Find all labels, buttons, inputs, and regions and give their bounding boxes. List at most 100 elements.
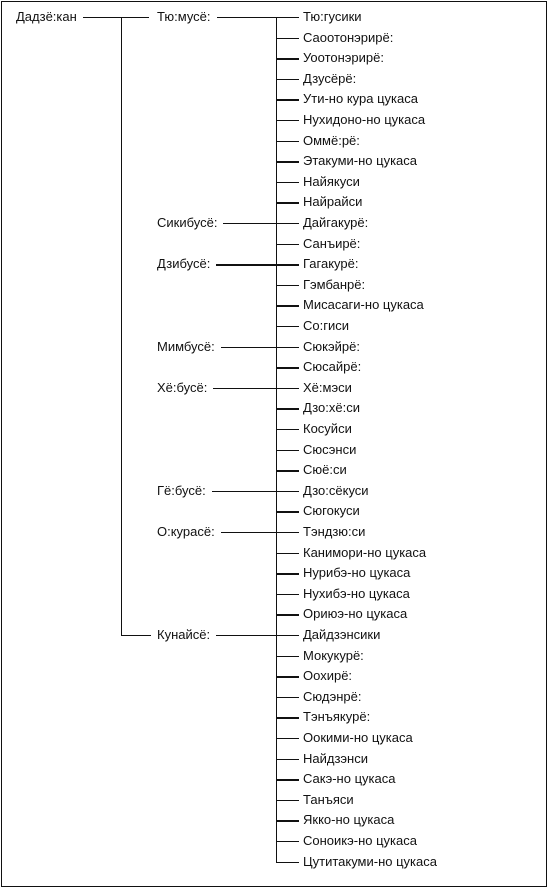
leaf-label: Дайгакурё: — [303, 215, 369, 230]
leaf-connector — [276, 758, 299, 760]
leaf-label: Сюсэнси — [303, 441, 357, 457]
leaf-connector — [276, 717, 299, 719]
leaf-connector — [276, 429, 299, 431]
leaf-label: Уоотонэрирё: — [303, 50, 384, 66]
leaf-label: Оммё:рё: — [303, 132, 360, 148]
leaf-label: Сюгокуси — [303, 503, 360, 519]
leaf-label: Косуйси — [303, 421, 352, 436]
branch-label: Хё:бусё: — [157, 379, 208, 395]
leaf-connector — [276, 99, 299, 101]
leaf-label: Найрайси — [303, 194, 363, 210]
leaf-connector — [276, 841, 299, 843]
branch-label: Сикибусё: — [157, 215, 218, 230]
root-label: Дадзё:кан — [16, 9, 77, 24]
leaf-connector — [276, 573, 299, 575]
leaf-label: Дзо:хё:си — [303, 400, 360, 416]
leaf-connector — [276, 655, 299, 657]
leaf-connector — [276, 305, 299, 307]
leaf-connector — [276, 58, 299, 60]
leaf-label: Гагакурё: — [303, 256, 359, 272]
branch-trunk — [121, 17, 123, 637]
leaf-connector — [276, 78, 299, 81]
leaf-connector — [276, 408, 299, 410]
leaf-label: Соноикэ-но цукаса — [303, 833, 417, 848]
branch-label: Кунайсё: — [157, 627, 211, 642]
branch-to-leaves-connector — [213, 387, 276, 390]
branch-label: Мимбусё: — [157, 338, 215, 354]
branch-to-leaves-connector — [216, 635, 276, 637]
leaf-connector — [276, 738, 299, 740]
leaf-label: Дзо:сёкуси — [303, 482, 369, 498]
leaf-label: Со:гиси — [303, 318, 349, 333]
leaf-connector — [276, 532, 299, 534]
branch-label: О:курасё: — [157, 524, 215, 539]
leaf-label: Нурибэ-но цукаса — [303, 565, 411, 581]
leaf-label: Тэндзю:си — [303, 524, 366, 539]
branch-to-leaves-connector — [220, 532, 276, 534]
branch-stub — [121, 635, 151, 637]
leaf-label: Мисасаги-но цукаса — [303, 297, 424, 313]
branch-to-leaves-connector — [220, 346, 276, 348]
leaf-connector — [276, 140, 299, 142]
leaf-connector — [276, 779, 299, 781]
leaf-label: Цутитакуми-но цукаса — [303, 853, 437, 869]
leaf-label: Нухибэ-но цукаса — [303, 585, 410, 601]
leaf-label: Сюкэйрё: — [303, 338, 360, 354]
leaf-connector — [276, 696, 299, 699]
leaf-label: Хё:мэси — [303, 379, 352, 395]
leaf-connector — [276, 37, 299, 39]
leaf-label: Ориюэ-но цукаса — [303, 606, 408, 622]
leaf-label: Ути-но кура цукаса — [303, 91, 418, 107]
leaf-label: Найдзэнси — [303, 750, 368, 766]
leaf-label: Оохирё: — [303, 668, 353, 684]
branch-to-leaves-connector — [216, 17, 276, 19]
leaf-connector — [276, 387, 299, 390]
leaf-connector — [276, 490, 299, 493]
leaf-label: Гэмбанрё: — [303, 276, 366, 292]
leaf-trunk — [276, 17, 278, 863]
leaf-label: Сюё:си — [303, 462, 347, 478]
leaf-label: Дайдзэнсики — [303, 627, 381, 642]
leaf-connector — [276, 593, 299, 596]
branch-label: Гё:бусё: — [157, 482, 206, 498]
leaf-label: Оокими-но цукаса — [303, 730, 413, 745]
leaf-connector — [276, 552, 299, 554]
leaf-connector — [276, 614, 299, 616]
branch-to-leaves-connector — [223, 223, 276, 225]
leaf-label: Найякуси — [303, 173, 360, 189]
leaf-connector — [276, 284, 299, 287]
leaf-connector — [276, 635, 299, 637]
branch-label: Тю:мусё: — [157, 9, 211, 24]
leaf-label: Тэнъякурё: — [303, 709, 371, 725]
leaf-connector — [276, 243, 299, 245]
leaf-connector — [276, 264, 299, 266]
leaf-label: Этакуми-но цукаса — [303, 153, 417, 169]
leaf-connector — [276, 326, 299, 328]
leaf-connector — [276, 799, 299, 802]
leaf-connector — [276, 367, 299, 369]
leaf-label: Сюдэнрё: — [303, 688, 362, 704]
branch-to-leaves-connector — [216, 264, 276, 266]
branch-label: Дзибусё: — [157, 256, 211, 272]
leaf-connector — [276, 449, 299, 451]
leaf-label: Саоотонэрирё: — [303, 29, 394, 45]
leaf-label: Сакэ-но цукаса — [303, 771, 396, 787]
root-connector — [83, 17, 149, 19]
leaf-connector — [276, 161, 299, 163]
leaf-label: Нухидоно-но цукаса — [303, 112, 426, 127]
leaf-label: Мокукурё: — [303, 647, 364, 663]
leaf-connector — [276, 223, 299, 225]
leaf-connector — [276, 346, 299, 348]
leaf-connector — [276, 17, 299, 19]
leaf-label: Тю:гусики — [303, 9, 362, 24]
leaf-connector — [276, 181, 299, 184]
leaf-connector — [276, 861, 299, 863]
leaf-label: Канимори-но цукаса — [303, 544, 427, 560]
leaf-connector — [276, 676, 299, 678]
leaf-connector — [276, 820, 299, 822]
leaf-label: Сюсайрё: — [303, 359, 362, 375]
leaf-label: Санъирё: — [303, 235, 361, 251]
leaf-connector — [276, 511, 299, 513]
